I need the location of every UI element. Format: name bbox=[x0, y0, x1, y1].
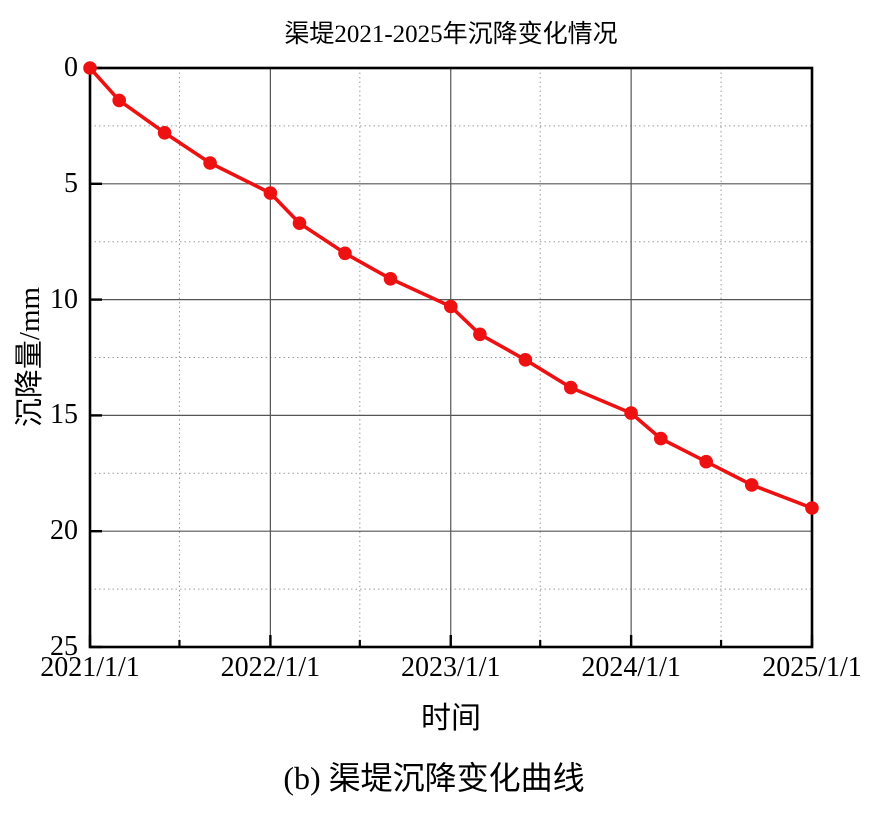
y-tick-label: 25 bbox=[50, 631, 78, 662]
plot-border bbox=[88, 66, 814, 649]
data-point-marker bbox=[805, 501, 819, 515]
data-point-marker bbox=[699, 454, 713, 469]
y-tick-label: 0 bbox=[64, 52, 78, 83]
x-tick-label: 2023/1/1 bbox=[400, 652, 501, 683]
data-point-marker bbox=[744, 478, 759, 492]
data-point-marker bbox=[564, 380, 578, 395]
data-point-marker bbox=[292, 216, 307, 230]
x-tick-label: 2025/1/1 bbox=[762, 652, 862, 683]
y-tick-label: 15 bbox=[50, 399, 78, 431]
x-tick-label: 2021/1/1 bbox=[40, 652, 140, 683]
data-point-marker bbox=[157, 126, 172, 140]
data-point-marker bbox=[624, 406, 638, 420]
data-point-marker bbox=[654, 431, 668, 446]
y-axis-title: 沉降量/mm bbox=[14, 286, 46, 428]
chart-title: 渠堤2021-2025年沉降变化情况 bbox=[284, 21, 618, 48]
data-point-marker bbox=[473, 327, 487, 342]
y-tick-label: 5 bbox=[64, 167, 78, 199]
data-point-marker bbox=[338, 246, 352, 261]
x-axis-title: 时间 bbox=[421, 702, 481, 735]
data-point-marker bbox=[383, 272, 398, 286]
x-tick-label: 2024/1/1 bbox=[581, 652, 681, 683]
data-point-marker bbox=[112, 93, 126, 108]
data-point-marker bbox=[263, 186, 278, 200]
data-point-marker bbox=[518, 353, 533, 367]
data-point-marker bbox=[203, 156, 217, 170]
y-tick-label: 10 bbox=[50, 283, 78, 315]
data-point-marker bbox=[83, 61, 97, 75]
x-tick-label: 2022/1/1 bbox=[220, 652, 321, 683]
figure-caption: (b) 渠堤沉降变化曲线 bbox=[283, 760, 585, 796]
y-tick-label: 20 bbox=[50, 515, 78, 547]
data-point-marker bbox=[444, 299, 458, 314]
